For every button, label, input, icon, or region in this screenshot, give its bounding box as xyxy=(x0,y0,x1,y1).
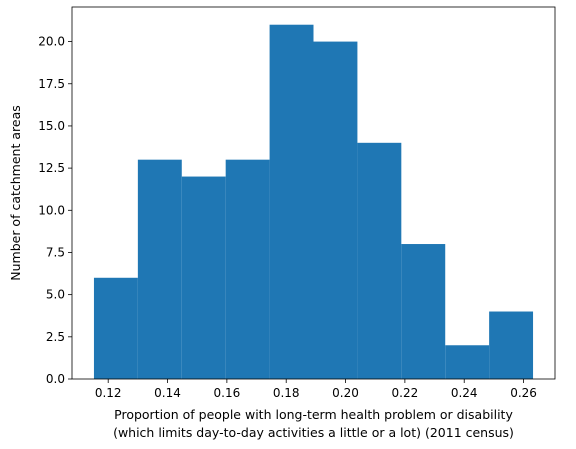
x-tick-label: 0.18 xyxy=(273,386,300,400)
histogram-bar xyxy=(489,311,534,379)
y-tick-label: 7.5 xyxy=(46,245,65,259)
histogram-bar xyxy=(401,244,446,379)
x-axis-ticks: 0.12 0.14 0.16 0.18 0.20 0.22 0.24 0.26 xyxy=(95,379,537,400)
y-axis-label: Number of catchment areas xyxy=(8,105,23,281)
x-tick-label: 0.12 xyxy=(95,386,122,400)
x-tick-label: 0.26 xyxy=(510,386,537,400)
y-tick-label: 2.5 xyxy=(46,330,65,344)
y-tick-label: 12.5 xyxy=(38,161,65,175)
x-tick-label: 0.22 xyxy=(392,386,419,400)
y-tick-label: 0.0 xyxy=(46,372,65,386)
histogram-bar xyxy=(445,345,490,379)
histogram-bar xyxy=(137,159,182,379)
x-tick-label: 0.24 xyxy=(451,386,478,400)
x-axis-label-line-1: Proportion of people with long-term heal… xyxy=(114,407,513,422)
bars-group xyxy=(93,24,534,380)
plot-frame xyxy=(71,6,556,380)
y-tick-label: 20.0 xyxy=(38,35,65,49)
histogram-bar xyxy=(269,24,314,379)
histogram-bar xyxy=(93,277,138,379)
histogram-bar xyxy=(225,159,270,379)
y-tick-label: 17.5 xyxy=(38,77,65,91)
histogram-bar xyxy=(357,142,402,379)
y-tick-label: 5.0 xyxy=(46,288,65,302)
y-tick-label: 15.0 xyxy=(38,119,65,133)
histogram-bar xyxy=(181,176,226,379)
histogram-bar xyxy=(313,41,358,380)
y-tick-label: 10.0 xyxy=(38,203,65,217)
y-axis-ticks: 0.0 2.5 5.0 7.5 10.0 12.5 15.0 17.5 20.0 xyxy=(38,35,72,386)
x-axis-label-line-2: (which limits day-to-day activities a li… xyxy=(113,425,514,440)
x-tick-label: 0.20 xyxy=(332,386,359,400)
x-tick-label: 0.14 xyxy=(154,386,181,400)
x-tick-label: 0.16 xyxy=(214,386,241,400)
